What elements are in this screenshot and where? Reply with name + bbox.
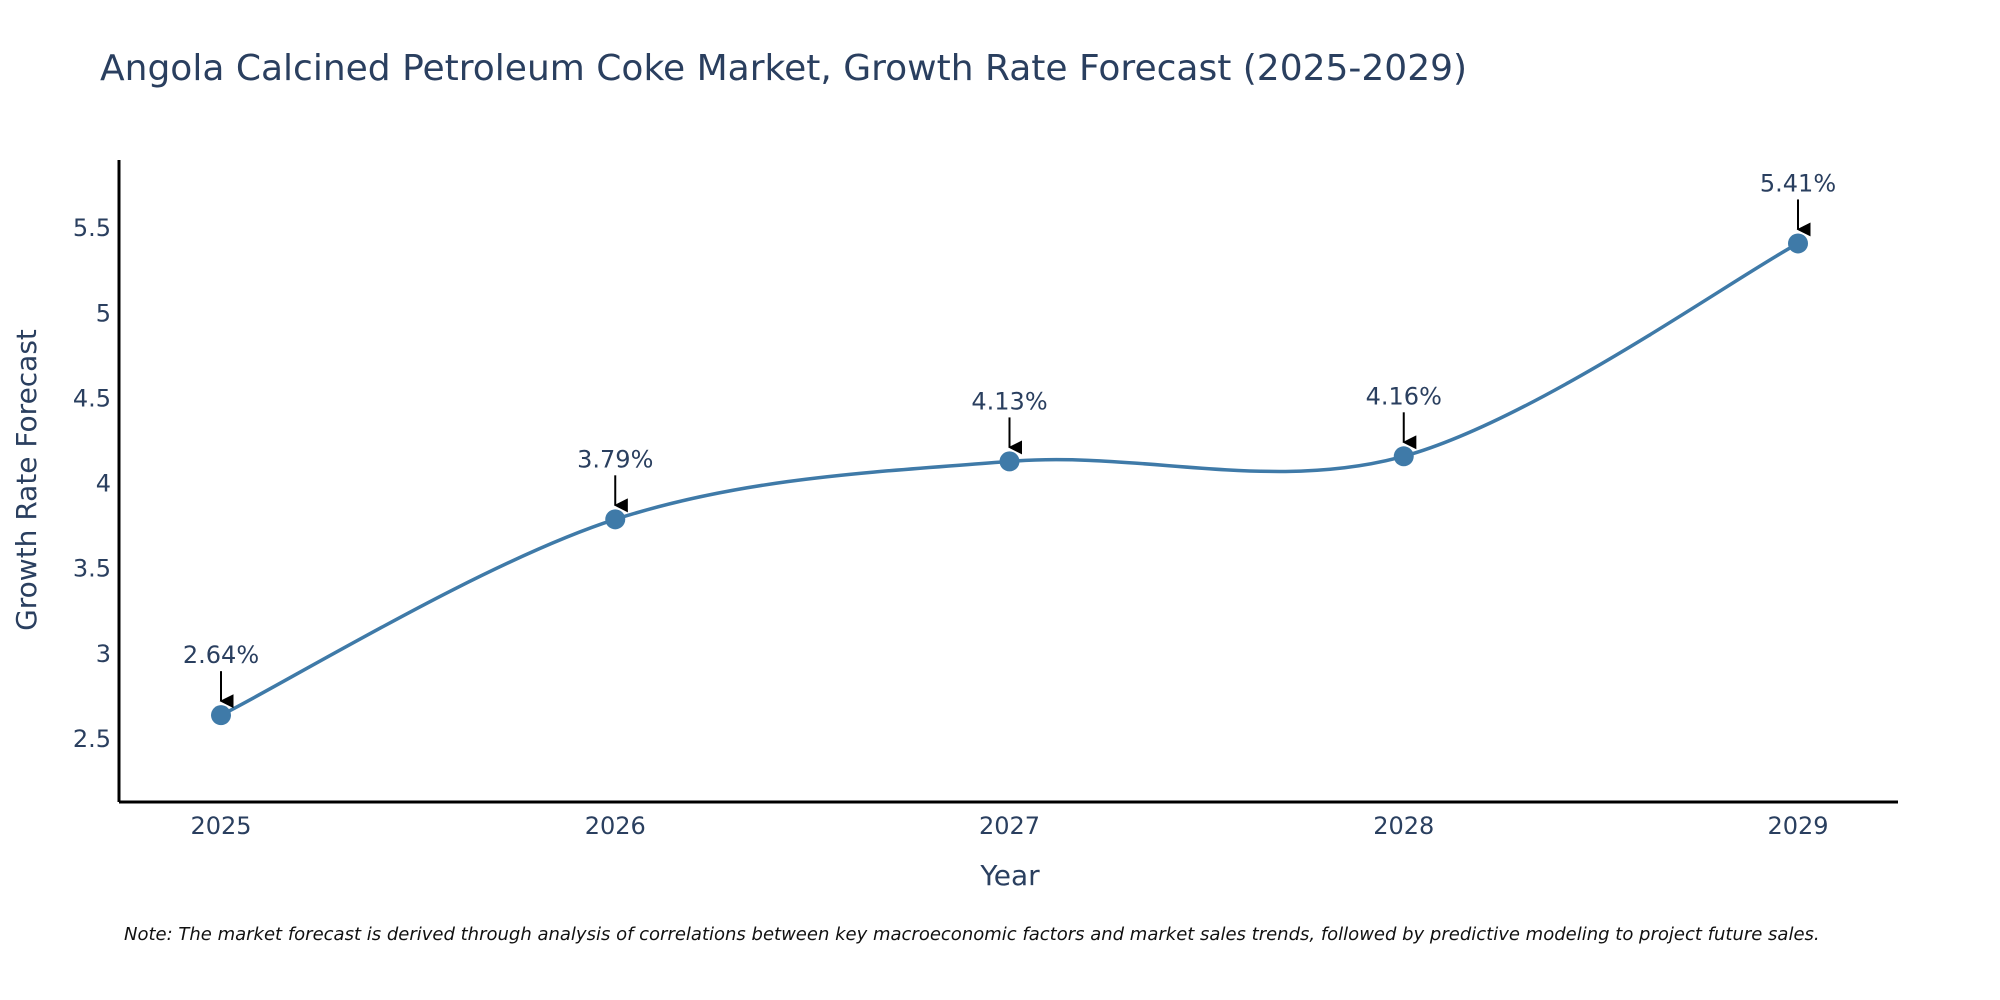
x-axis-title: Year bbox=[979, 859, 1040, 892]
y-tick-label: 2.5 bbox=[73, 725, 111, 753]
y-axis-title: Growth Rate Forecast bbox=[10, 329, 43, 631]
footnote: Note: The market forecast is derived thr… bbox=[124, 924, 1820, 945]
chart-title: Angola Calcined Petroleum Coke Market, G… bbox=[100, 48, 1467, 89]
y-tick-label: 3.5 bbox=[73, 555, 111, 583]
y-tick-label: 4 bbox=[96, 470, 111, 498]
x-axis-ticks: 2025 2026 2027 2028 2029 bbox=[190, 812, 1828, 840]
data-label: 4.16% bbox=[1366, 382, 1442, 410]
y-tick-label: 5.5 bbox=[73, 214, 111, 242]
series-markers bbox=[211, 233, 1808, 726]
x-tick-label: 2026 bbox=[585, 812, 646, 840]
x-tick-label: 2029 bbox=[1767, 812, 1828, 840]
data-point-marker bbox=[1393, 446, 1414, 467]
x-tick-label: 2028 bbox=[1373, 812, 1434, 840]
y-tick-label: 3 bbox=[96, 640, 111, 668]
x-tick-label: 2027 bbox=[979, 812, 1040, 840]
data-label: 2.64% bbox=[183, 641, 259, 669]
data-point-marker bbox=[999, 451, 1020, 472]
chart-axes bbox=[117, 160, 1898, 804]
data-point-marker bbox=[211, 705, 231, 726]
y-tick-label: 4.5 bbox=[73, 384, 111, 412]
series-line bbox=[220, 241, 1799, 717]
data-label: 4.13% bbox=[971, 387, 1047, 415]
data-point-marker bbox=[605, 509, 626, 530]
data-label: 3.79% bbox=[577, 445, 653, 473]
y-tick-label: 5 bbox=[96, 299, 111, 327]
data-label: 5.41% bbox=[1760, 169, 1836, 197]
y-axis-ticks: 2.5 3 3.5 4 4.5 5 5.5 bbox=[73, 214, 111, 753]
data-annotations: 2.64% 3.79% 4.13% 4.16% 5.41% bbox=[183, 169, 1836, 709]
x-tick-label: 2025 bbox=[190, 812, 251, 840]
data-point-marker bbox=[1788, 233, 1808, 254]
